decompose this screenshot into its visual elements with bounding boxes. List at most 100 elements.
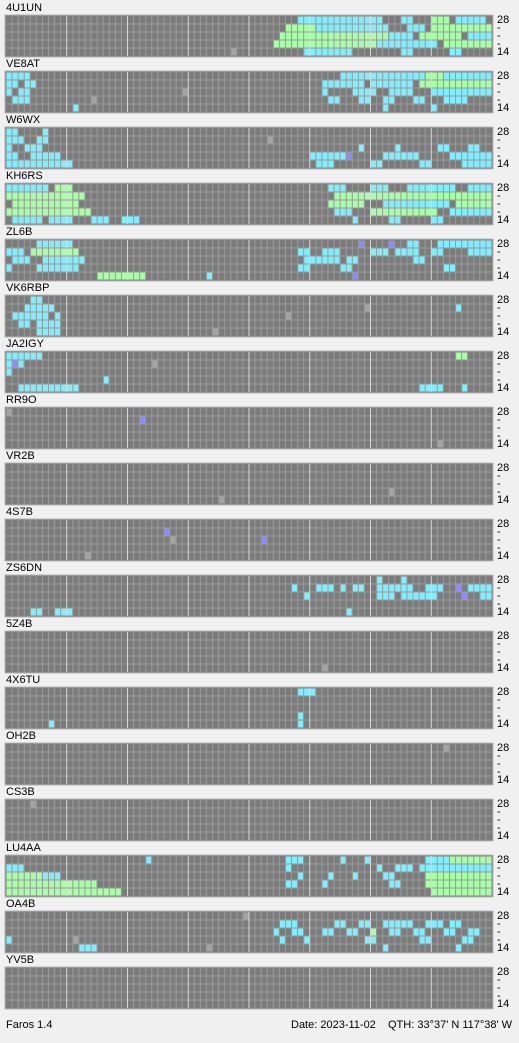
- band-label: -: [497, 750, 501, 762]
- signal-cell: [449, 152, 492, 160]
- signal-cell: [443, 744, 449, 752]
- band-label: -: [497, 990, 501, 1002]
- signal-cell: [42, 256, 85, 264]
- band-label: -: [497, 262, 501, 274]
- band-label: -: [497, 758, 501, 770]
- signal-cell: [73, 104, 79, 112]
- band-label: -: [497, 374, 501, 386]
- band-label: -: [497, 590, 501, 602]
- signal-cell: [55, 184, 73, 192]
- band-label: -: [497, 254, 501, 266]
- signal-cell: [419, 32, 462, 40]
- band-label: -: [497, 598, 501, 610]
- beacon-name: 4S7B: [6, 506, 33, 518]
- band-label: -: [497, 822, 501, 834]
- band-label: -: [497, 806, 501, 818]
- signal-cell: [377, 576, 383, 584]
- signal-cell: [6, 136, 24, 144]
- band-label: -: [497, 814, 501, 826]
- signal-cell: [298, 712, 304, 720]
- beacon-name: YV5B: [6, 954, 34, 966]
- band-label: 14: [497, 46, 509, 58]
- signal-cell: [377, 864, 383, 872]
- band-label: 14: [497, 438, 509, 450]
- signal-cell: [12, 200, 79, 208]
- band-label: 28: [497, 574, 509, 586]
- signal-cell: [6, 88, 12, 96]
- band-label: -: [497, 934, 501, 946]
- signal-cell: [267, 136, 273, 144]
- signal-cell: [6, 248, 24, 256]
- band-label: 14: [497, 102, 509, 114]
- band-label: 14: [497, 214, 509, 226]
- band-label: 28: [497, 238, 509, 250]
- signal-cell: [371, 80, 413, 88]
- signal-cell: [273, 40, 377, 48]
- beacon-name: 4X6TU: [6, 674, 40, 686]
- signal-cell: [91, 216, 109, 224]
- band-label: -: [497, 542, 501, 554]
- band-label: -: [497, 310, 501, 322]
- signal-cell: [401, 576, 407, 584]
- beacon-name: OH2B: [6, 730, 36, 742]
- band-label: -: [497, 38, 501, 50]
- band-label: -: [497, 710, 501, 722]
- band-label: 28: [497, 854, 509, 866]
- signal-cell: [462, 160, 492, 168]
- band-label: 28: [497, 14, 509, 26]
- signal-cell: [395, 864, 413, 872]
- signal-cell: [285, 864, 292, 872]
- signal-cell: [24, 144, 42, 152]
- signal-cell: [456, 16, 486, 24]
- band-label: -: [497, 646, 501, 658]
- signal-cell: [352, 272, 358, 280]
- beacon-name: ZS6DN: [6, 562, 42, 574]
- signal-cell: [431, 104, 437, 112]
- signal-cell: [6, 888, 121, 896]
- signal-cell: [389, 240, 395, 248]
- band-label: 28: [497, 798, 509, 810]
- band-label: -: [497, 414, 501, 426]
- signal-cell: [304, 936, 310, 944]
- signal-cell: [42, 128, 49, 136]
- signal-cell: [377, 592, 395, 600]
- beacon-name: W6WX: [6, 114, 41, 126]
- band-label: 28: [497, 742, 509, 754]
- band-label: 28: [497, 350, 509, 362]
- band-label: -: [497, 982, 501, 994]
- signal-cell: [449, 856, 492, 864]
- signal-cell: [352, 216, 358, 224]
- signal-cell: [334, 208, 352, 216]
- band-label: 28: [497, 630, 509, 642]
- signal-cell: [285, 312, 292, 320]
- signal-cell: [456, 304, 462, 312]
- signal-cell: [12, 256, 30, 264]
- band-label: -: [497, 422, 501, 434]
- signal-cell: [449, 208, 492, 216]
- band-label: 14: [497, 998, 509, 1010]
- signal-cell: [462, 592, 468, 600]
- band-label: 14: [497, 158, 509, 170]
- signal-cell: [340, 856, 346, 864]
- band-label: 28: [497, 686, 509, 698]
- signal-cell: [371, 184, 389, 192]
- band-label: 28: [497, 70, 509, 82]
- signal-cell: [298, 720, 304, 728]
- band-label: -: [497, 974, 501, 986]
- signal-cell: [358, 240, 364, 248]
- signal-cell: [24, 304, 55, 312]
- signal-cell: [6, 192, 85, 200]
- signal-cell: [152, 360, 158, 368]
- band-label: -: [497, 366, 501, 378]
- signal-cell: [340, 584, 346, 592]
- signal-cell: [273, 928, 279, 936]
- signal-cell: [364, 304, 370, 312]
